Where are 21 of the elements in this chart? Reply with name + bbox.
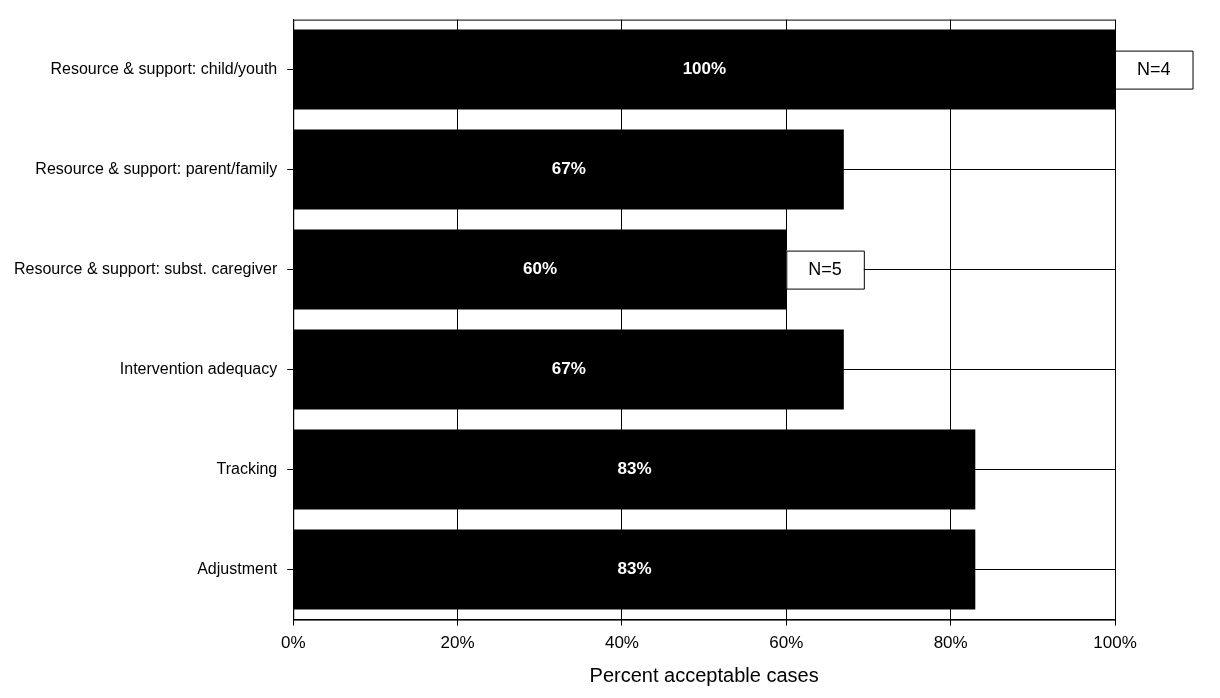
x-tick-label: 20% (440, 633, 475, 653)
annotation: N=5 (808, 258, 842, 279)
x-tick-label: 0% (280, 633, 306, 653)
data-label: 100% (682, 59, 727, 79)
data-label: 83% (617, 559, 652, 579)
y-tick-label: Resource & support: child/youth (50, 60, 278, 78)
y-tick-label: Resource & support: subst. caregiver (14, 260, 278, 278)
y-tick-label: Tracking (216, 460, 278, 478)
data-label: 67% (551, 159, 586, 179)
data-label: 83% (617, 459, 652, 479)
y-tick-label: Adjustment (197, 560, 278, 578)
y-tick-label: Resource & support: parent/family (35, 160, 278, 178)
data-label: 67% (551, 359, 586, 379)
annotation: N=4 (1137, 58, 1171, 79)
x-tick-label: 80% (933, 633, 968, 653)
data-label: 60% (523, 259, 558, 279)
x-tick-label: 60% (769, 633, 804, 653)
y-tick-label: Intervention adequacy (119, 360, 278, 378)
x-tick-label: 40% (604, 633, 639, 653)
x-tick-label: 100% (1093, 633, 1137, 653)
x-axis-title: Percent acceptable cases (589, 663, 819, 686)
